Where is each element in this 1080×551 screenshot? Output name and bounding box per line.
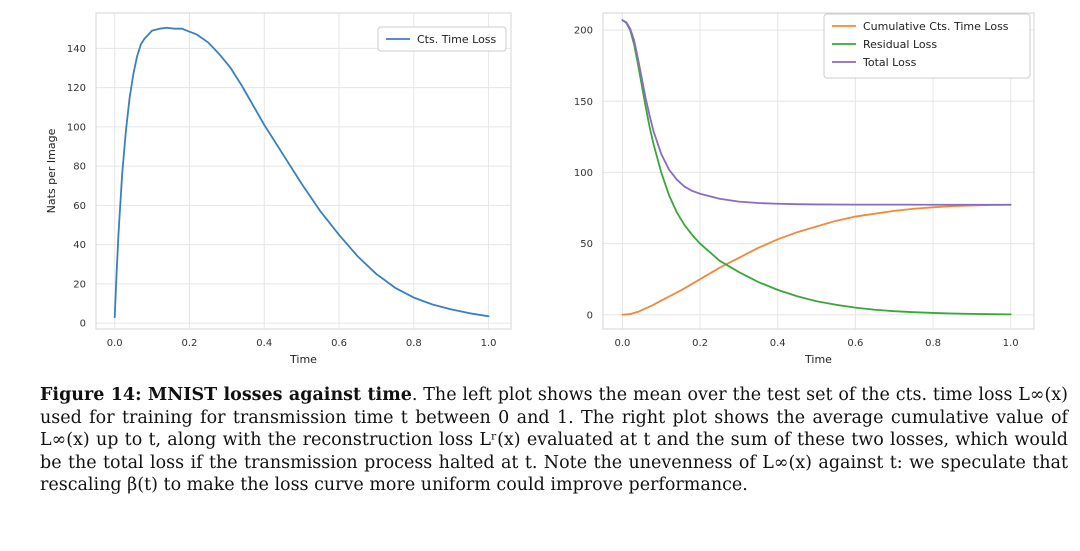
series-line-cumulative-cts-time-loss xyxy=(621,203,1012,316)
legend-label: Cumulative Cts. Time Loss xyxy=(863,20,1009,33)
legend-label: Residual Loss xyxy=(863,38,937,51)
x-tick-label: 0.4 xyxy=(770,338,786,349)
y-tick-label: 100 xyxy=(67,122,86,133)
y-tick-label: 150 xyxy=(574,97,593,108)
x-tick-label: 0.0 xyxy=(107,338,123,349)
series-line-cts-time-loss xyxy=(113,26,490,319)
x-tick-label: 0.8 xyxy=(925,338,941,349)
y-tick-label: 0 xyxy=(587,310,593,321)
x-tick-label: 0.2 xyxy=(182,338,198,349)
x-tick-label: 0.2 xyxy=(692,338,708,349)
x-tick-label: 0.6 xyxy=(847,338,863,349)
legend-box xyxy=(377,26,507,52)
x-tick-label: 0.0 xyxy=(614,338,630,349)
x-tick-label: 0.6 xyxy=(331,338,347,349)
y-tick-label: 100 xyxy=(574,168,593,179)
x-axis-label: Time xyxy=(289,353,317,366)
x-tick-label: 1.0 xyxy=(481,338,497,349)
legend-label: Cts. Time Loss xyxy=(417,33,497,46)
plot-frame xyxy=(602,12,1035,330)
figure-caption: Figure 14: MNIST losses against time. Th… xyxy=(40,384,1068,497)
y-tick-label: 120 xyxy=(67,83,86,94)
y-axis-label: Nats per Image xyxy=(45,128,58,213)
x-tick-label: 0.8 xyxy=(406,338,422,349)
y-tick-label: 20 xyxy=(73,279,86,290)
caption-label: Figure 14: MNIST losses against time xyxy=(40,385,412,405)
series-line-total-loss xyxy=(621,19,1012,206)
left-chart: 0.0 0.2 0.4 0.6 0.8 1.0 0 20 40 60 80 100 120 140 Time… xyxy=(45,12,512,366)
series-line-residual-loss xyxy=(621,19,1012,316)
x-tick-label: 1.0 xyxy=(1003,338,1019,349)
right-chart: 0.0 0.2 0.4 0.6 0.8 1.0 0 50 100 150 200 Time Cumula… xyxy=(574,12,1035,366)
plot-area xyxy=(96,13,511,329)
y-tick-label: 40 xyxy=(73,240,86,251)
y-tick-label: 0 xyxy=(80,319,86,330)
plot-frame xyxy=(95,12,512,330)
legend-label: Total Loss xyxy=(862,56,917,69)
legend-box xyxy=(823,13,1031,79)
y-tick-label: 140 xyxy=(67,44,86,55)
y-tick-label: 50 xyxy=(580,239,593,250)
x-tick-label: 0.4 xyxy=(256,338,272,349)
x-axis-label: Time xyxy=(804,353,832,366)
y-tick-label: 80 xyxy=(73,162,86,173)
caption-text: . The left plot shows the mean over the … xyxy=(40,385,1068,495)
y-tick-label: 200 xyxy=(574,26,593,37)
y-tick-label: 60 xyxy=(73,201,86,212)
